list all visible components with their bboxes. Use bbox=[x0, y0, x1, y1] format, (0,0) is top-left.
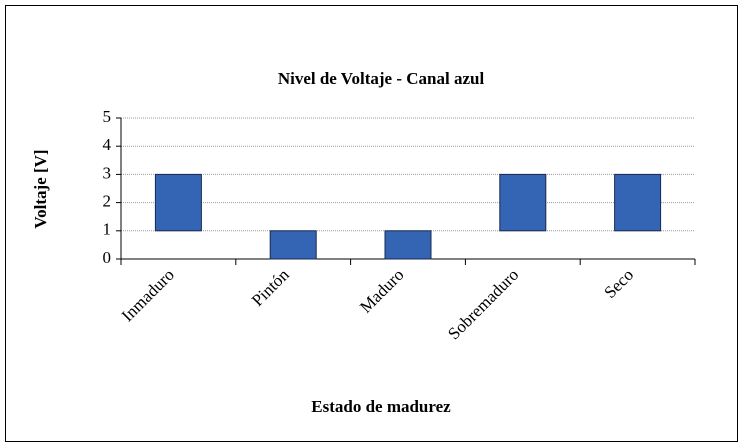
y-axis-label: Voltaje [V] bbox=[31, 149, 50, 228]
bar bbox=[269, 230, 317, 260]
bar bbox=[499, 173, 547, 232]
y-tick-label: 4 bbox=[103, 135, 112, 154]
y-tick-label: 3 bbox=[103, 163, 112, 182]
chart-title: Nivel de Voltaje - Canal azul bbox=[278, 69, 485, 88]
y-tick-label: 2 bbox=[103, 192, 112, 211]
x-axis-label: Estado de madurez bbox=[311, 397, 451, 416]
y-tick-label: 5 bbox=[103, 107, 112, 126]
bar bbox=[384, 230, 432, 260]
bar bbox=[614, 173, 662, 232]
y-tick-label: 0 bbox=[103, 248, 112, 267]
y-tick-label: 1 bbox=[103, 220, 112, 239]
bar bbox=[154, 173, 202, 232]
